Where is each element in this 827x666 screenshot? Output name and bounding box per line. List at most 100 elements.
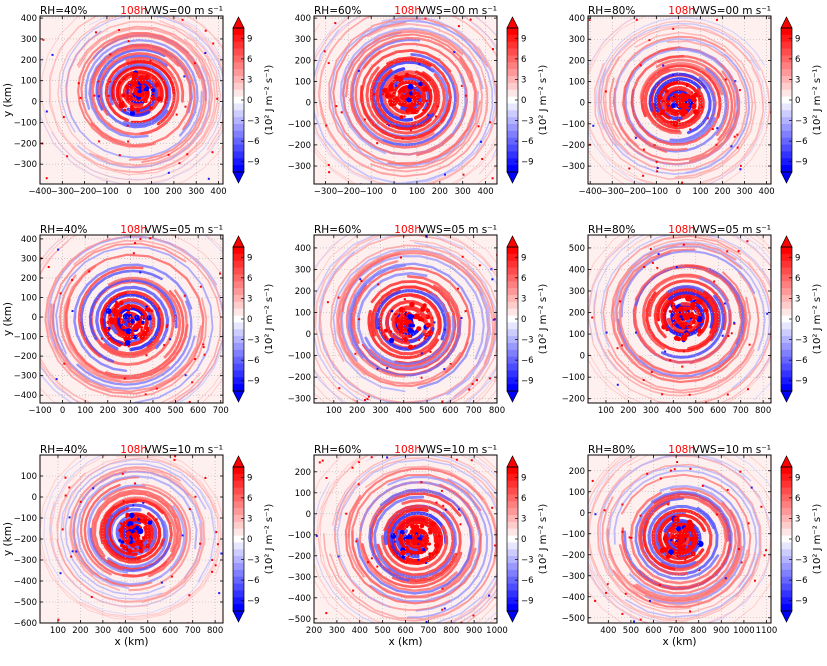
colorbar-extend-bottom	[506, 390, 519, 403]
x-tick-label: −100	[360, 187, 383, 197]
colorbar-extend-top	[506, 235, 519, 248]
colorbar-extend-bottom	[780, 610, 793, 623]
colorbar-step	[233, 55, 244, 63]
colorbar-tick-label: 9	[247, 253, 252, 263]
colorbar-extend-top	[506, 16, 519, 29]
x-tick-label: 200	[306, 626, 322, 636]
colorbar-step	[781, 535, 792, 543]
colorbar-tick-label: −6	[247, 137, 260, 147]
field-core	[118, 512, 153, 554]
colorbar-step	[233, 556, 244, 564]
plot-area	[40, 235, 223, 403]
colorbar-step	[507, 480, 518, 488]
colorbar-step	[233, 41, 244, 49]
colorbar-step	[233, 130, 244, 139]
colorbar-step	[781, 267, 792, 275]
x-tick-label: 800	[443, 626, 459, 636]
plot-frame	[587, 15, 772, 185]
y-tick-label: −100	[562, 530, 585, 540]
colorbar-step	[781, 110, 792, 118]
x-tick-label: 100	[326, 406, 342, 416]
x-axis-label: x (km)	[662, 636, 696, 648]
colorbar-step	[781, 384, 792, 392]
x-tick-label: 100	[77, 406, 93, 416]
y-tick-label: 200	[569, 309, 585, 319]
y-tick-label: −100	[562, 120, 585, 130]
x-tick-label: 300	[455, 187, 471, 197]
colorbar-step	[781, 467, 792, 475]
colorbar-tick-label: 0	[795, 535, 800, 545]
colorbar-step	[233, 576, 244, 584]
y-tick-label: −100	[14, 333, 37, 343]
colorbar-step	[507, 110, 518, 118]
colorbar-step	[781, 542, 792, 550]
panel-1-3: −400−300−200−100 0 100 200 300 400−300−200−10…	[562, 5, 823, 197]
colorbar-tick-label: 6	[795, 274, 800, 284]
colorbar-tick-label: 6	[521, 494, 526, 504]
panel-time-label: 108h	[120, 224, 147, 236]
colorbar-step	[781, 144, 792, 152]
colorbar-step	[507, 343, 518, 351]
panel-3-1: 100 200 300 400 500 600 700 800−600−500−400−300…	[2, 444, 275, 648]
colorbar-step	[233, 329, 244, 337]
y-tick-label: −100	[288, 531, 311, 541]
x-tick-label: 200	[432, 187, 448, 197]
field-specks	[315, 456, 497, 623]
panel-time-label: 108h	[394, 444, 421, 456]
y-tick-label: 0	[306, 99, 311, 109]
colorbar-label: (10² J m⁻² s⁻¹)	[812, 65, 823, 136]
y-tick-label: −300	[562, 572, 585, 582]
colorbar-step	[507, 89, 518, 97]
panel-3-2: 200 300 400 500 600 700 800 900 1000−500−400−300…	[288, 444, 549, 648]
colorbar-extend-bottom	[232, 390, 245, 403]
colorbar-step	[233, 563, 244, 571]
colorbar-step	[233, 377, 244, 385]
colorbar-step	[233, 48, 244, 56]
x-tick-label: 300	[329, 626, 345, 636]
y-axis-label: y (km)	[2, 522, 14, 556]
colorbar-tick-label: 9	[795, 34, 800, 44]
colorbar-tick-label: 6	[795, 494, 800, 504]
colorbar-step	[507, 508, 518, 516]
colorbar-tick-label: 3	[521, 294, 526, 304]
gridlines	[588, 455, 771, 623]
y-tick-label: −300	[288, 395, 311, 405]
panel-vws-label: VWS=10 m s⁻¹	[692, 444, 771, 456]
colorbar-step	[507, 295, 518, 303]
colorbar: 9 6 3 0 −3 −6 −9 (10² J m⁻² s⁻¹)	[232, 16, 275, 184]
colorbar-tick-label: −6	[247, 356, 260, 366]
y-tick-label: 400	[569, 14, 585, 24]
colorbar-label: (10² J m⁻² s⁻¹)	[264, 504, 275, 575]
field-specks	[57, 455, 223, 623]
colorbar-step	[233, 549, 244, 557]
colorbar-step	[781, 247, 792, 255]
y-axis-label: y (km)	[2, 302, 14, 336]
colorbar-tick-label: 3	[521, 75, 526, 85]
colorbar-step	[781, 590, 792, 598]
colorbar-tick-label: 6	[247, 494, 252, 504]
y-tick-label: −100	[14, 514, 37, 524]
x-tick-label: 100	[692, 187, 708, 197]
x-tick-label: 900	[713, 626, 729, 636]
colorbar-tick-label: −3	[521, 117, 534, 127]
y-tick-label: −100	[288, 352, 311, 362]
y-tick-label: 100	[21, 472, 37, 482]
colorbar-step	[507, 384, 518, 392]
colorbar-tick-label: −3	[795, 117, 808, 127]
colorbar-tick-label: −6	[247, 576, 260, 586]
x-tick-label: −400	[28, 187, 51, 197]
x-tick-label: 400	[145, 406, 161, 416]
colorbar-step	[507, 535, 518, 543]
colorbar-step	[781, 34, 792, 43]
colorbar-step	[781, 151, 792, 159]
colorbar-step	[507, 247, 518, 255]
colorbar-tick-label: 9	[795, 473, 800, 483]
x-tick-label: 700	[213, 406, 229, 416]
colorbar-step	[507, 604, 518, 612]
colorbar-step	[781, 556, 792, 564]
colorbar-step	[781, 583, 792, 591]
colorbar-step	[507, 563, 518, 571]
colorbar-step	[507, 487, 518, 495]
panel-rh-label: RH=80%	[588, 224, 635, 236]
panel-vws-label: VWS=00 m s⁻¹	[692, 5, 771, 17]
